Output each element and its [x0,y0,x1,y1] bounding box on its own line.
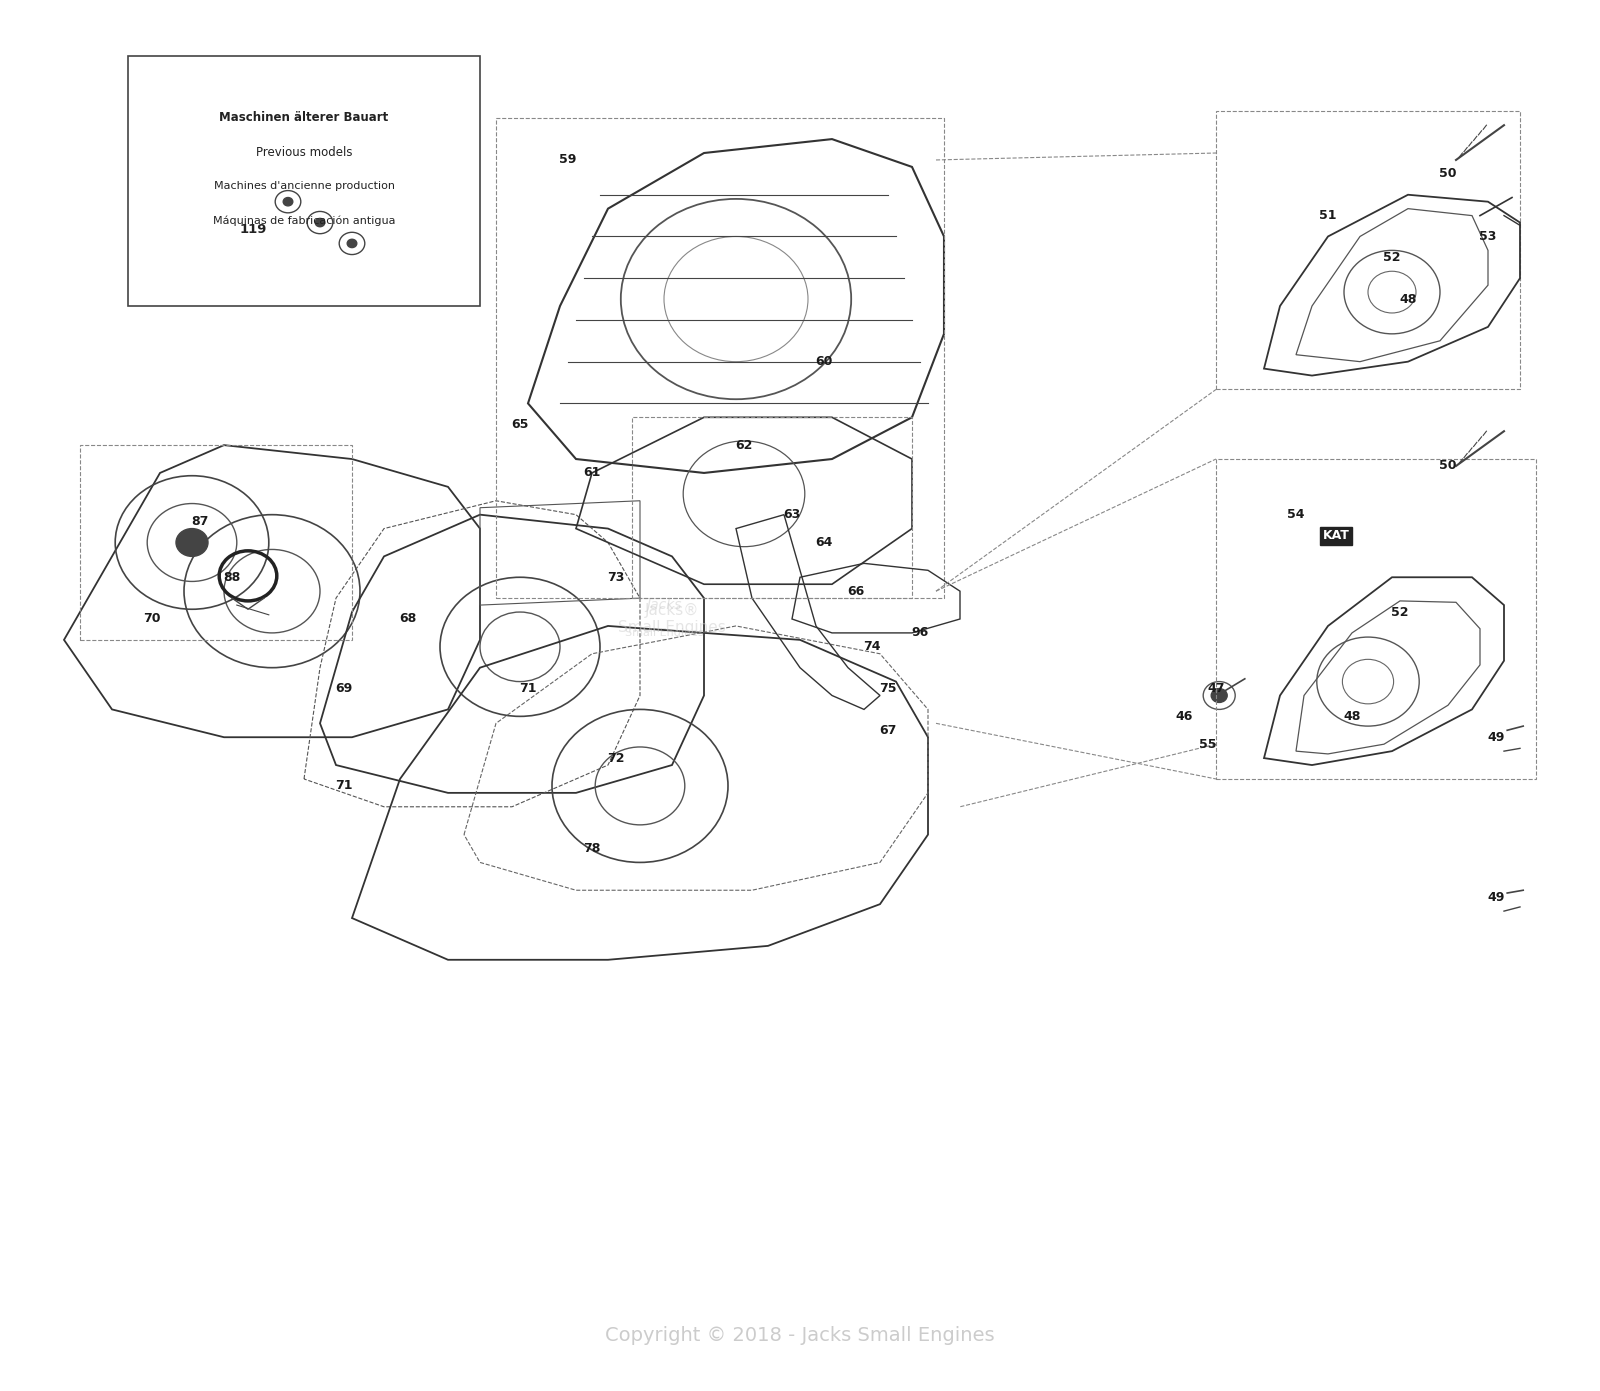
Text: 48: 48 [1400,292,1416,306]
Text: 72: 72 [608,751,624,765]
Text: Small Engines: Small Engines [624,627,704,638]
Text: 50: 50 [1440,459,1456,473]
Text: 119: 119 [240,223,267,236]
Text: 46: 46 [1176,709,1192,723]
Text: 75: 75 [880,682,896,696]
Text: 69: 69 [336,682,352,696]
Text: 67: 67 [880,723,896,737]
Text: 65: 65 [512,417,528,431]
Text: 49: 49 [1488,890,1504,904]
Circle shape [347,239,357,248]
Text: Previous models: Previous models [256,146,352,159]
Text: Machines d'ancienne production: Machines d'ancienne production [213,181,395,191]
Text: 96: 96 [912,626,928,640]
Circle shape [283,198,293,206]
Text: 71: 71 [520,682,536,696]
Text: 59: 59 [560,153,576,167]
Text: 74: 74 [864,640,880,654]
Text: 51: 51 [1320,209,1336,223]
Text: 68: 68 [400,612,416,626]
Text: 61: 61 [584,466,600,480]
Text: Jacks®
Small Engines: Jacks® Small Engines [618,602,726,636]
Text: 66: 66 [848,584,864,598]
Text: 87: 87 [192,515,208,529]
Text: 78: 78 [584,842,600,855]
Text: 52: 52 [1384,250,1400,264]
Text: 63: 63 [784,508,800,522]
Text: 49: 49 [1488,730,1504,744]
Text: 60: 60 [816,355,832,369]
Circle shape [1211,689,1227,702]
Text: 70: 70 [144,612,160,626]
Text: 48: 48 [1344,709,1360,723]
Text: Copyright © 2018 - Jacks Small Engines: Copyright © 2018 - Jacks Small Engines [605,1326,995,1345]
Text: Maschinen älterer Bauart: Maschinen älterer Bauart [219,111,389,124]
Text: 64: 64 [816,536,832,549]
Text: Jacks: Jacks [646,598,682,612]
Text: 52: 52 [1392,605,1408,619]
Text: KAT: KAT [1323,529,1349,542]
Circle shape [315,218,325,227]
Circle shape [176,529,208,556]
Text: 50: 50 [1440,167,1456,181]
Text: 53: 53 [1480,230,1496,243]
Text: 71: 71 [336,779,352,793]
Text: 73: 73 [608,570,624,584]
Text: Máquinas de fabricación antigua: Máquinas de fabricación antigua [213,216,395,227]
Text: 62: 62 [736,438,752,452]
Text: 55: 55 [1200,737,1216,751]
Text: 54: 54 [1288,508,1304,522]
Text: 88: 88 [224,570,240,584]
Text: 47: 47 [1208,682,1224,696]
